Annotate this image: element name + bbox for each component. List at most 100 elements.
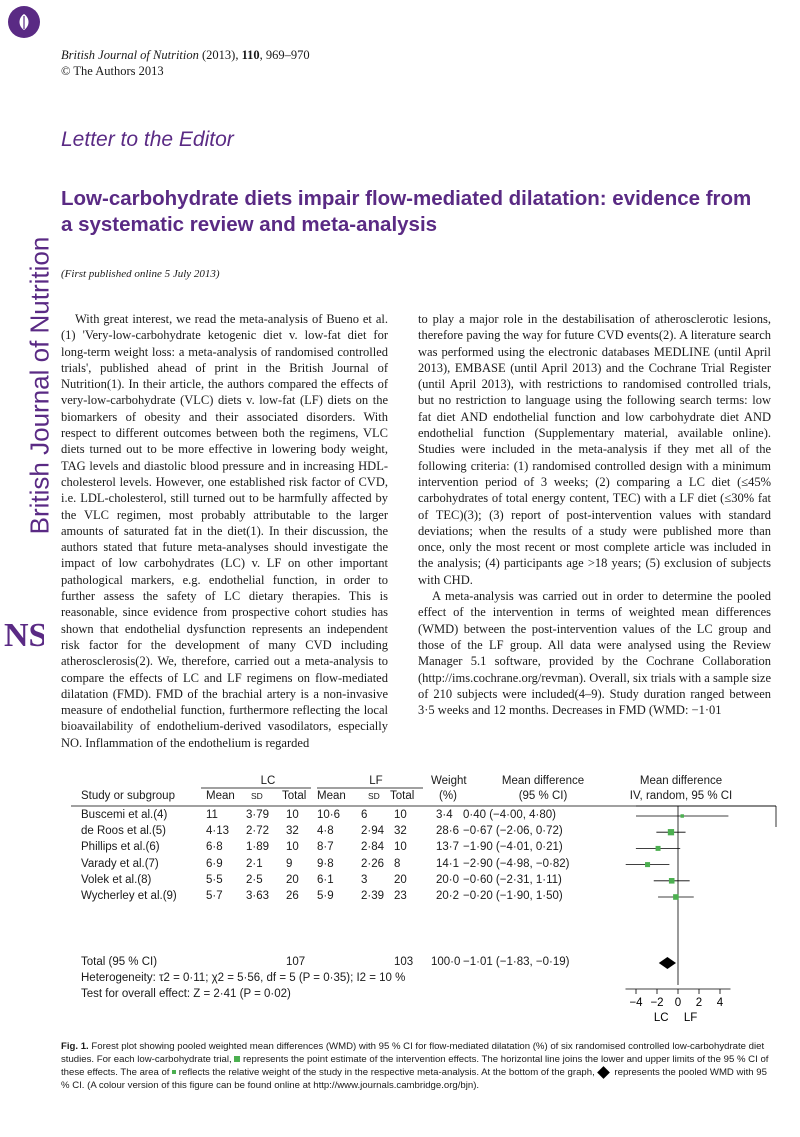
axis-lc-label: LC (654, 1012, 669, 1024)
green-square-icon (234, 1056, 241, 1063)
row-study: de Roos et al.(5) (81, 825, 167, 838)
row-md: −0·67 (−2·06, 0·72) (463, 825, 563, 838)
row-lc-sd: 3·63 (246, 890, 270, 902)
x-tick-label: 2 (696, 997, 702, 1009)
row-md: −0·60 (−2·31, 1·11) (463, 873, 562, 886)
row-md: −0·20 (−1·90, 1·50) (463, 890, 563, 902)
weight-header: Weight (431, 775, 467, 787)
paragraph-intro: With great interest, we read the meta-an… (61, 312, 388, 750)
point-estimate-square (680, 814, 684, 818)
row-study: Phillips et al.(6) (81, 841, 160, 854)
row-lf-total: 23 (394, 890, 407, 902)
row-study: Wycherley et al.(9) (81, 890, 177, 902)
row-lf-total: 20 (394, 873, 407, 886)
study-header: Study or subgroup (81, 790, 175, 802)
x-tick-label: 4 (717, 997, 724, 1009)
row-lc-total: 32 (286, 825, 299, 838)
row-lf-mean: 5·9 (317, 890, 334, 902)
row-lc-sd: 2·1 (246, 857, 263, 870)
row-lf-mean: 9·8 (317, 857, 334, 870)
row-lc-total: 9 (286, 857, 293, 870)
row-lf-mean: 8·7 (317, 841, 334, 854)
caption-part3: reflects the relative weight of the stud… (176, 1067, 595, 1078)
journal-sidebar: British Journal of Nutrition NS (0, 130, 55, 654)
row-lf-mean: 6·1 (317, 873, 334, 886)
axis-lf-label: LF (684, 1012, 697, 1024)
section-heading: Letter to the Editor (61, 128, 234, 151)
plot-header: Mean difference (639, 775, 723, 787)
total-label: Total (95 % CI) (81, 956, 158, 968)
journal-citation: British Journal of Nutrition (2013), 110… (61, 47, 310, 79)
caption-part4: represents the pooled WMD with 95 % CI. … (61, 1067, 767, 1091)
row-lf-sd: 2·84 (361, 841, 385, 854)
md-ci-header: (95 % CI) (518, 790, 568, 802)
row-lc-sd: 1·89 (246, 841, 270, 854)
body-column-right: to play a major role in the destabilisat… (418, 311, 771, 718)
row-lf-total: 32 (394, 825, 407, 838)
caption-part1: Forest plot showing pooled weighted mean… (61, 1041, 765, 1065)
row-lc-mean: 5·5 (206, 873, 223, 886)
lc-sd-header: SD (251, 791, 263, 801)
sidebar-journal-name: British Journal of Nutrition (24, 236, 55, 535)
row-lf-sd: 2·39 (361, 890, 385, 902)
row-lc-total: 10 (286, 841, 299, 854)
forest-plot-chart: −4 −2 0 2 4 LC LF (625, 806, 731, 1024)
published-date: (First published online 5 July 2013) (61, 268, 220, 280)
ns-logo-icon: NS (4, 617, 44, 654)
row-md: 0·40 (−4·00, 4·80) (463, 809, 557, 821)
row-lc-sd: 3·79 (246, 809, 270, 821)
point-estimate-square (655, 845, 661, 851)
row-weight: 20·2 (436, 890, 460, 902)
row-md: −2·90 (−4·98, −0·82) (463, 857, 570, 870)
caption-label: Fig. 1. (61, 1041, 89, 1052)
pooled-diamond (658, 957, 677, 969)
journal-logo (8, 6, 40, 38)
row-lc-sd: 2·72 (246, 825, 270, 838)
row-weight: 3·4 (436, 809, 453, 821)
row-lf-sd: 2·94 (361, 825, 385, 838)
row-weight: 28·6 (436, 825, 460, 838)
lc-total-header: Total (282, 790, 307, 802)
lf-sd-header: SD (368, 791, 380, 801)
row-lc-mean: 6·9 (206, 857, 223, 870)
row-study: Volek et al.(8) (81, 873, 152, 886)
total-md: −1·01 (−1·83, −0·19) (463, 956, 570, 968)
heterogeneity: Heterogeneity: τ2 = 0·11; χ2 = 5·56, df … (81, 972, 406, 984)
lf-total-header: Total (390, 790, 415, 802)
row-lc-mean: 6·8 (206, 841, 223, 854)
point-estimate-square (668, 878, 675, 884)
group-lc-header: LC (260, 775, 276, 787)
lc-mean-header: Mean (206, 790, 235, 802)
paragraph-analysis: A meta-analysis was carried out in order… (418, 589, 771, 718)
row-lf-mean: 4·8 (317, 825, 334, 838)
row-lf-sd: 2·26 (361, 857, 385, 870)
diamond-icon (596, 1066, 610, 1079)
row-md: −1·90 (−4·01, 0·21) (463, 841, 563, 854)
overall-effect: Test for overall effect: Z = 2·41 (P = 0… (81, 988, 291, 1000)
x-tick-label: 0 (675, 997, 681, 1009)
journal-pages: , 969–970 (259, 48, 310, 62)
row-weight: 14·1 (436, 857, 460, 870)
x-tick-label: −4 (629, 997, 643, 1009)
forest-plot: LC LF Weight (%) Mean difference (95 % C… (61, 775, 781, 1035)
row-lf-sd: 6 (361, 809, 368, 821)
row-weight: 20·0 (436, 873, 460, 886)
row-lc-total: 10 (286, 809, 299, 821)
row-lc-mean: 5·7 (206, 890, 223, 902)
point-estimate-square (667, 829, 675, 836)
body-column-left: With great interest, we read the meta-an… (61, 311, 388, 751)
row-lc-total: 20 (286, 873, 299, 886)
row-lc-total: 26 (286, 890, 299, 902)
plot-subheader: IV, random, 95 % CI (629, 790, 733, 802)
row-lf-sd: 3 (361, 873, 368, 886)
row-lf-total: 10 (394, 809, 407, 821)
group-lf-header: LF (369, 775, 383, 787)
point-estimate-square (673, 894, 679, 900)
x-tick-label: −2 (650, 997, 663, 1009)
journal-name: British Journal of Nutrition (61, 48, 199, 62)
total-weight: 100·0 (431, 956, 461, 968)
lf-mean-header: Mean (317, 790, 346, 802)
article-title: Low-carbohydrate diets impair flow-media… (61, 187, 752, 236)
caption-part2: represents the point estimate of the int… (61, 1054, 769, 1078)
md-header: Mean difference (501, 775, 585, 787)
